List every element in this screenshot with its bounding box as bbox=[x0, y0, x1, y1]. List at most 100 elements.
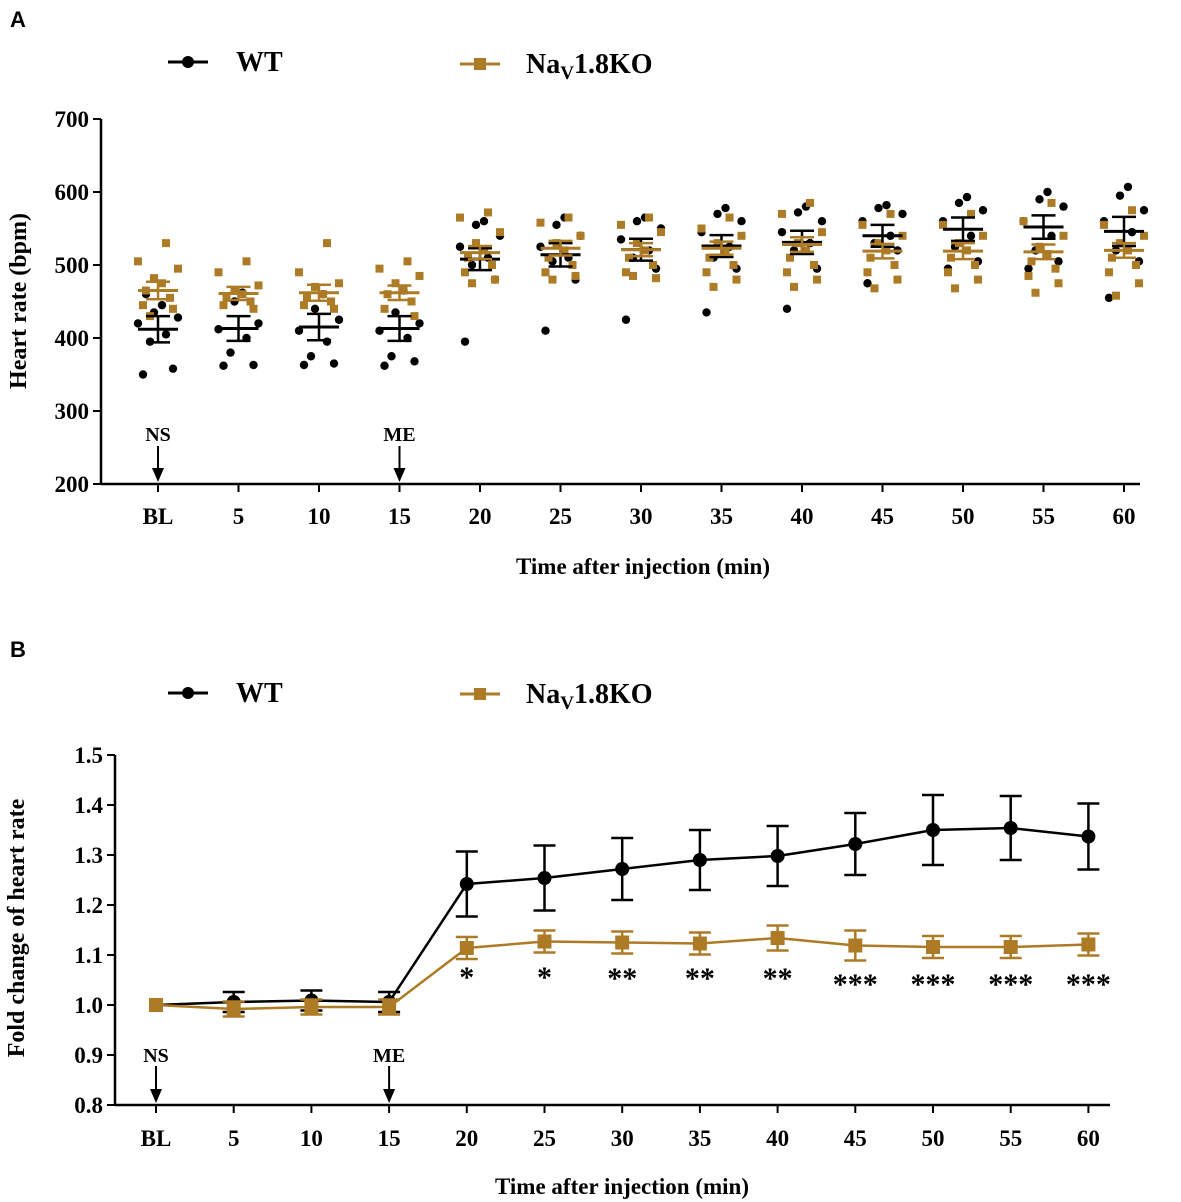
data-point-ko bbox=[770, 931, 785, 945]
data-point-ko bbox=[692, 936, 707, 951]
panel-letter-b: B bbox=[10, 637, 26, 662]
panel-b: B WT NaV1.8KO 0.8 0.9 1.0 1.1 1.2 1.3 1.4 1.5 B… bbox=[4, 637, 1111, 1199]
x-tick-label-a: 25 bbox=[549, 504, 572, 529]
data-point-ko bbox=[697, 224, 706, 233]
annotation-me-a: ME bbox=[383, 424, 415, 446]
x-tick-label-b: 55 bbox=[999, 1126, 1022, 1151]
x-tick-label-a: 45 bbox=[871, 504, 894, 529]
legend-b-wt-label: WT bbox=[236, 678, 283, 709]
data-point-ko bbox=[541, 268, 550, 277]
mean-sem-bars-a bbox=[138, 214, 1144, 344]
data-point-ko bbox=[407, 297, 416, 306]
data-point-ko bbox=[484, 208, 492, 217]
data-point-wt bbox=[391, 308, 400, 317]
data-point-wt bbox=[299, 360, 309, 370]
data-point-ko bbox=[311, 282, 319, 291]
data-point-ko bbox=[304, 1000, 319, 1014]
significance-marker: *** bbox=[911, 968, 956, 1001]
data-point-ko bbox=[944, 268, 952, 277]
y-tick-label-b: 1.0 bbox=[74, 993, 103, 1018]
series-ko bbox=[149, 924, 1100, 1018]
mean-sem-wt bbox=[299, 312, 339, 342]
legend-a-ko-marker bbox=[474, 58, 486, 70]
x-ticks-a: BL 5 10 15 20 25 30 35 40 45 50 55 60 bbox=[143, 484, 1136, 529]
data-point-wt bbox=[721, 203, 730, 213]
x-tick-label-a: 60 bbox=[1113, 504, 1136, 529]
data-point-wt bbox=[1059, 202, 1068, 211]
annotations-b: NS ME bbox=[143, 1045, 405, 1103]
mean-sem-wt bbox=[1023, 214, 1064, 240]
data-point-wt bbox=[329, 359, 339, 368]
data-point-ko bbox=[149, 998, 163, 1012]
annotation-arrow-ns-b-head bbox=[150, 1089, 162, 1103]
data-point-wt bbox=[713, 209, 722, 219]
data-point-wt bbox=[471, 220, 481, 230]
data-points-a bbox=[133, 182, 1149, 379]
significance-markers-b: * * ** ** ** *** *** *** *** bbox=[459, 961, 1111, 1001]
data-point-ko bbox=[622, 268, 630, 277]
data-point-wt bbox=[455, 242, 465, 251]
data-point-ko bbox=[380, 304, 389, 313]
data-point-ko bbox=[858, 220, 867, 229]
data-point-wt bbox=[954, 198, 964, 208]
data-point-ko bbox=[375, 264, 384, 273]
data-point-ko bbox=[295, 268, 303, 277]
y-axis-label-a: Heart rate (bpm) bbox=[6, 213, 32, 389]
data-point-ko bbox=[729, 261, 738, 269]
data-point-ko bbox=[709, 282, 718, 291]
data-point-ko bbox=[568, 261, 577, 269]
data-point-wt bbox=[161, 330, 171, 339]
annotations-a: NS ME bbox=[145, 424, 416, 482]
data-point-ko bbox=[1043, 250, 1052, 259]
data-point-ko bbox=[657, 228, 665, 237]
x-tick-label-b: 5 bbox=[228, 1126, 240, 1151]
data-point-wt bbox=[898, 209, 907, 219]
data-point-ko bbox=[571, 271, 580, 280]
data-point-wt bbox=[226, 348, 235, 357]
data-point-wt bbox=[294, 326, 304, 335]
data-point-wt bbox=[322, 337, 332, 346]
mean-sem-ko bbox=[1023, 243, 1064, 261]
data-point-ko bbox=[721, 246, 730, 255]
data-point-wt bbox=[962, 192, 972, 202]
legend-b-wt-marker bbox=[182, 687, 194, 699]
significance-marker: * bbox=[537, 961, 552, 994]
data-point-wt bbox=[415, 319, 424, 328]
y-ticks-a: 200 300 400 500 600 700 bbox=[55, 107, 101, 497]
annotation-arrow-ns-a-head bbox=[152, 468, 164, 482]
data-point-ko bbox=[335, 279, 343, 288]
data-point-ko bbox=[300, 301, 308, 310]
data-point-ko bbox=[391, 279, 400, 288]
data-point-ko bbox=[576, 231, 585, 240]
data-point-wt bbox=[254, 319, 263, 328]
data-point-ko bbox=[230, 286, 239, 295]
data-point-wt bbox=[616, 235, 626, 244]
mean-sem-ko bbox=[138, 280, 178, 301]
data-point-ko bbox=[886, 209, 895, 218]
data-point-ko bbox=[544, 253, 553, 262]
data-point-ko bbox=[1035, 242, 1044, 251]
data-point-ko bbox=[323, 239, 331, 248]
data-point-wt bbox=[467, 260, 477, 270]
data-point-ko bbox=[1003, 940, 1018, 954]
y-tick-label-b: 1.4 bbox=[74, 793, 103, 818]
x-tick-label-b: 50 bbox=[922, 1126, 945, 1151]
data-point-ko bbox=[162, 239, 170, 248]
data-point-ko bbox=[979, 231, 987, 240]
data-point-wt bbox=[737, 217, 746, 226]
data-point-ko bbox=[967, 209, 975, 218]
data-point-wt bbox=[882, 200, 891, 210]
annotation-arrow-me-b-head bbox=[383, 1089, 396, 1103]
data-point-ko bbox=[790, 282, 798, 291]
data-point-ko bbox=[242, 257, 251, 266]
data-point-ko bbox=[615, 935, 630, 950]
significance-marker: *** bbox=[988, 968, 1033, 1001]
data-point-ko bbox=[926, 940, 940, 954]
data-point-ko bbox=[649, 261, 657, 269]
data-point-wt bbox=[1024, 264, 1033, 273]
data-point-ko bbox=[1128, 206, 1136, 215]
legend-a-ko: NaV1.8KO bbox=[460, 49, 653, 84]
data-point-wt bbox=[621, 315, 631, 324]
x-axis-label-a: Time after injection (min) bbox=[516, 554, 770, 579]
